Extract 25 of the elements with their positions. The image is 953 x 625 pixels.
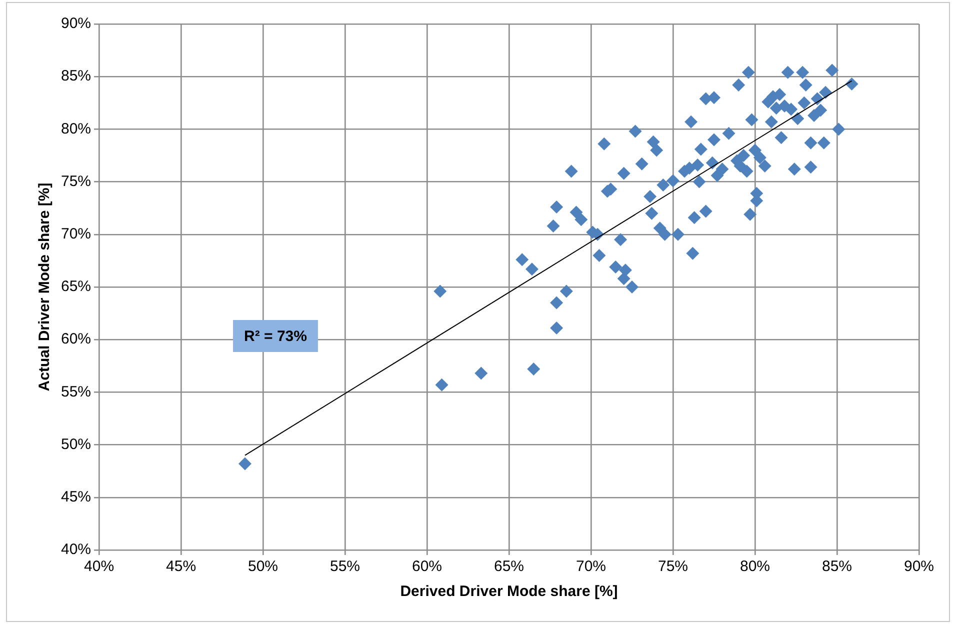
annotation: R² = 73% [244, 328, 307, 346]
y-axis-title: Actual Driver Mode share [%] [36, 182, 54, 392]
x-tick-label: 90% [904, 558, 934, 576]
x-tick-label: 60% [412, 558, 442, 576]
x-axis-title: Derived Driver Mode share [%] [400, 583, 618, 600]
x-tick-label: 55% [330, 558, 360, 576]
y-tick-label: 80% [60, 120, 92, 138]
y-tick-label: 75% [60, 172, 92, 190]
y-tick-label: 50% [60, 436, 92, 453]
x-tick-label: 50% [248, 558, 278, 576]
x-tick-label: 85% [822, 558, 852, 576]
y-tick-label: 60% [60, 330, 92, 348]
y-tick-label: 40% [60, 541, 92, 558]
y-tick-label: 70% [60, 226, 92, 243]
x-tick-label: 75% [658, 558, 688, 576]
y-tick-label: 90% [60, 15, 92, 32]
y-tick-label: 55% [60, 383, 92, 400]
x-tick-label: 70% [576, 558, 606, 576]
y-tick-label: 65% [60, 278, 92, 296]
y-tick-label: 45% [60, 488, 92, 506]
x-tick-label: 80% [740, 558, 770, 576]
x-tick-label: 40% [84, 558, 114, 576]
y-tick-label: 85% [60, 68, 92, 85]
x-tick-label: 65% [494, 558, 524, 576]
x-tick-label: 45% [166, 558, 196, 576]
